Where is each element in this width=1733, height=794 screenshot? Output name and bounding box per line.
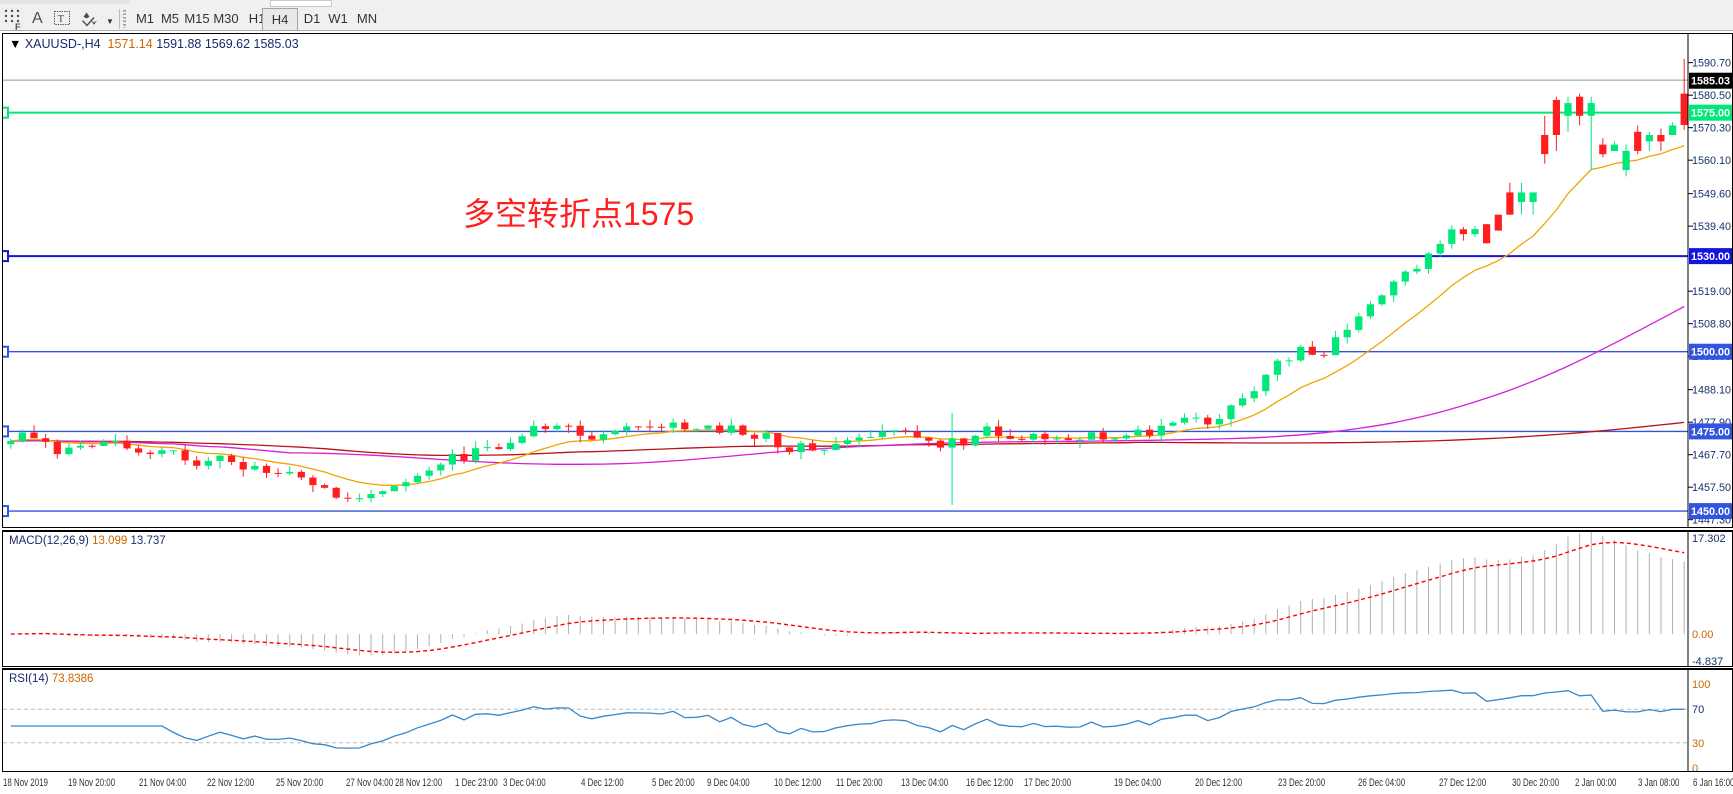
- svg-text:0.00: 0.00: [1692, 629, 1713, 641]
- svg-text:100: 100: [1692, 679, 1710, 691]
- svg-text:1488.10: 1488.10: [1692, 385, 1731, 397]
- svg-text:1467.70: 1467.70: [1692, 450, 1731, 462]
- svg-text:1585.03: 1585.03: [1691, 76, 1730, 88]
- svg-text:30: 30: [1692, 738, 1704, 750]
- svg-text:17.302: 17.302: [1692, 533, 1726, 545]
- svg-text:1500.00: 1500.00: [1691, 347, 1730, 359]
- svg-text:70: 70: [1692, 704, 1704, 716]
- svg-text:1580.50: 1580.50: [1692, 90, 1731, 102]
- svg-text:1575.00: 1575.00: [1691, 108, 1730, 120]
- svg-text:1539.40: 1539.40: [1692, 221, 1731, 233]
- svg-text:1519.00: 1519.00: [1692, 286, 1731, 298]
- svg-text:1549.60: 1549.60: [1692, 189, 1731, 201]
- svg-text:1590.70: 1590.70: [1692, 58, 1731, 70]
- svg-text:F: F: [15, 22, 21, 31]
- svg-text:T: T: [58, 13, 65, 25]
- svg-text:0: 0: [1692, 763, 1698, 772]
- svg-text:-4.837: -4.837: [1692, 656, 1723, 667]
- svg-text:1570.30: 1570.30: [1692, 123, 1731, 135]
- svg-text:1530.00: 1530.00: [1691, 251, 1730, 263]
- svg-text:1457.50: 1457.50: [1692, 482, 1731, 494]
- svg-text:1475.00: 1475.00: [1691, 426, 1730, 438]
- svg-text:1450.00: 1450.00: [1691, 506, 1730, 518]
- svg-text:1508.80: 1508.80: [1692, 319, 1731, 331]
- svg-text:1560.10: 1560.10: [1692, 155, 1731, 167]
